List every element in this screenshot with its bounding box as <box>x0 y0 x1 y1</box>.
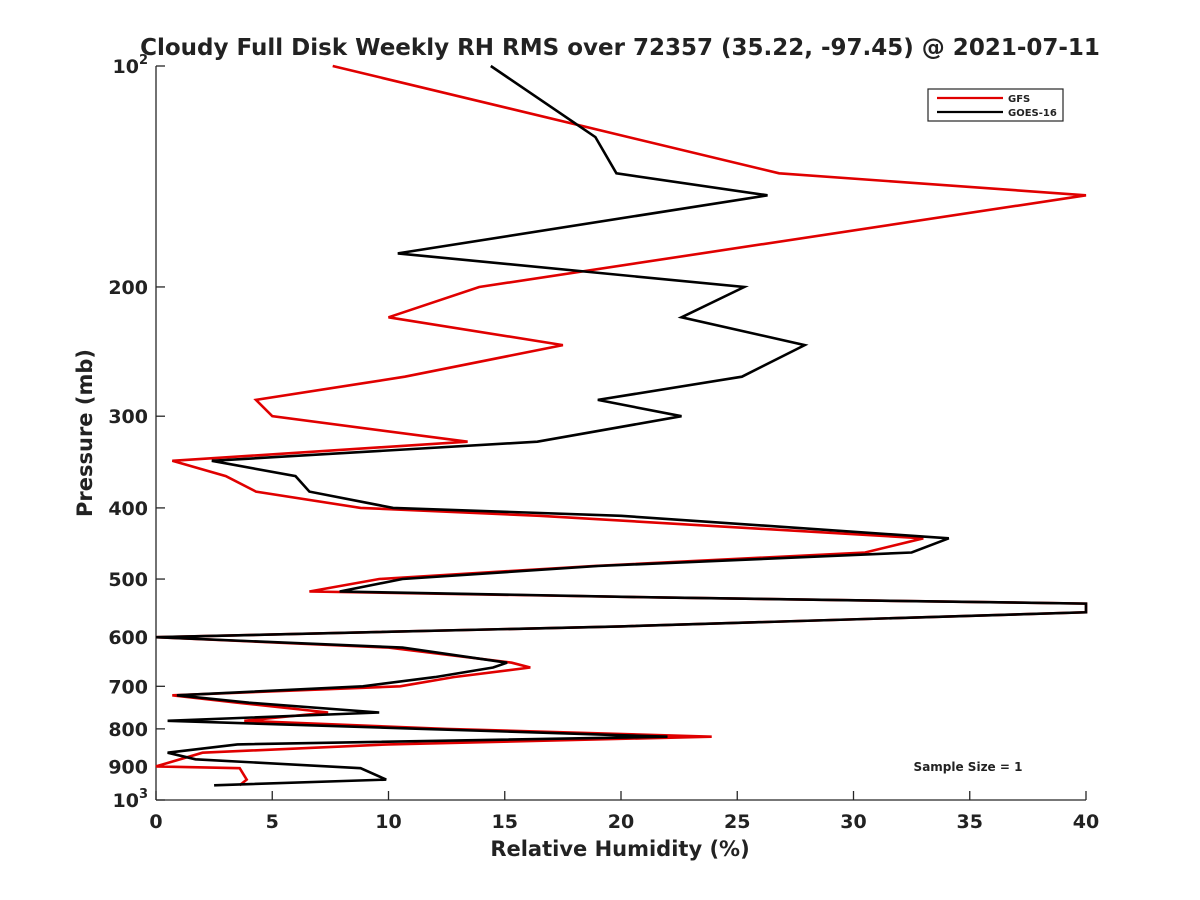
y-tick-label: 700 <box>108 676 148 698</box>
y-tick-label: 400 <box>108 498 148 520</box>
x-tick-label: 10 <box>375 811 401 833</box>
y-tick-label: 800 <box>108 719 148 741</box>
y-tick-label: 102 <box>113 53 149 78</box>
sample-size-annotation: Sample Size = 1 <box>914 760 1023 774</box>
series-line-goes-16 <box>155 64 1088 787</box>
y-axis-label: Pressure (mb) <box>73 349 97 517</box>
x-tick-label: 25 <box>724 811 750 833</box>
x-tick-label: 35 <box>957 811 983 833</box>
x-tick-label: 0 <box>149 811 162 833</box>
y-tick-label: 200 <box>108 277 148 299</box>
x-tick-label: 40 <box>1073 811 1099 833</box>
x-axis-label: Relative Humidity (%) <box>490 837 749 861</box>
legend: GFS GOES-16 <box>927 88 1064 122</box>
y-tick-label: 900 <box>108 756 148 778</box>
y-tick-label: 500 <box>108 569 148 591</box>
x-tick-label: 5 <box>266 811 279 833</box>
x-tick-label: 20 <box>608 811 634 833</box>
legend-label-goes-16: GOES-16 <box>1008 108 1057 119</box>
y-tick-label: 300 <box>108 406 148 428</box>
legend-box <box>927 88 1064 122</box>
y-tick-label: 103 <box>113 787 149 812</box>
chart-title: Cloudy Full Disk Weekly RH RMS over 7235… <box>140 35 1100 61</box>
legend-label-gfs: GFS <box>1008 94 1030 105</box>
x-tick-label: 15 <box>492 811 518 833</box>
plot-area: 0 5 10 15 20 25 30 35 40 102 200 300 400 500 600 700 800… <box>108 53 1099 833</box>
y-tick-label: 600 <box>108 627 148 649</box>
x-tick-label: 30 <box>840 811 866 833</box>
